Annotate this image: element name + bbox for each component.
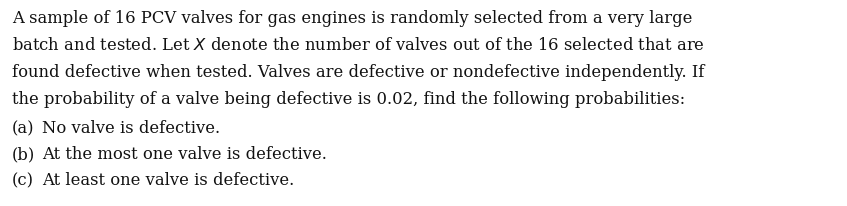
Text: A sample of 16 PCV valves for gas engines is randomly selected from a very large: A sample of 16 PCV valves for gas engine… xyxy=(12,10,692,27)
Text: (a): (a) xyxy=(12,119,35,136)
Text: At least one valve is defective.: At least one valve is defective. xyxy=(42,171,294,188)
Text: No valve is defective.: No valve is defective. xyxy=(42,119,220,136)
Text: found defective when tested. Valves are defective or nondefective independently.: found defective when tested. Valves are … xyxy=(12,64,705,81)
Text: At the most one valve is defective.: At the most one valve is defective. xyxy=(42,145,327,162)
Text: the probability of a valve being defective is 0.02, find the following probabili: the probability of a valve being defecti… xyxy=(12,91,685,108)
Text: (c): (c) xyxy=(12,171,34,188)
Text: batch and tested. Let $X$ denote the number of valves out of the 16 selected tha: batch and tested. Let $X$ denote the num… xyxy=(12,37,705,54)
Text: (b): (b) xyxy=(12,145,36,162)
